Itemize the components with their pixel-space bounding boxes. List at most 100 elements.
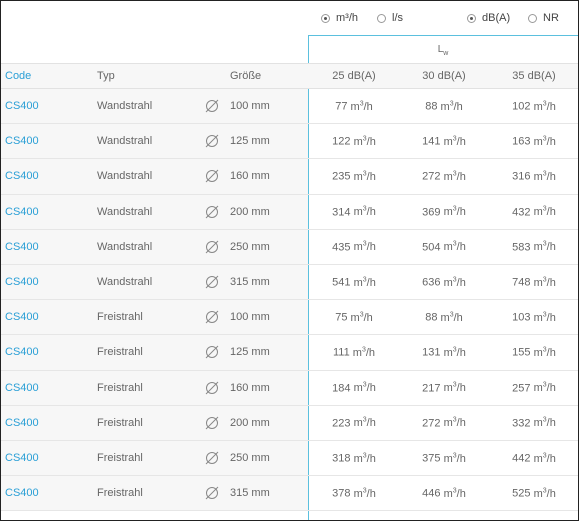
value-35dba: 103	[512, 311, 531, 324]
cell-25dba: 77 m3/h	[309, 100, 399, 113]
unit-label: m3/h	[353, 170, 376, 184]
cell-code[interactable]: CS400	[5, 451, 39, 464]
table-row: CS400 Freistrahl 315 mm 378 m3/h 446 m3/h 525…	[1, 476, 578, 512]
diameter-icon	[205, 381, 219, 394]
diameter-icon	[205, 134, 219, 148]
header-typ: Typ	[97, 70, 115, 82]
value-25dba: 378	[332, 487, 351, 500]
cell-size: 125 mm	[230, 346, 270, 359]
cell-size: 315 mm	[230, 487, 270, 500]
cell-size: 200 mm	[230, 416, 270, 429]
value-30dba: 375	[422, 452, 441, 465]
cell-code[interactable]: CS400	[5, 487, 39, 500]
diameter-icon	[205, 99, 219, 113]
value-35dba: 155	[512, 346, 531, 359]
unit-label: m3/h	[353, 451, 376, 465]
cell-code[interactable]: CS400	[5, 346, 39, 359]
unit-label: m3/h	[443, 170, 466, 184]
unit-label: m3/h	[443, 346, 466, 359]
unit-label: m3/h	[533, 487, 556, 500]
cell-35dba: 103 m3/h	[489, 311, 578, 324]
value-25dba: 314	[332, 206, 351, 219]
level-radio-nr-label: NR	[543, 12, 559, 24]
cell-code[interactable]: CS400	[5, 135, 39, 148]
unit-radio-ls-label: l/s	[392, 12, 403, 24]
cell-25dba: 122 m3/h	[309, 135, 399, 148]
row-left-background	[1, 440, 308, 476]
value-30dba: 88	[425, 100, 438, 113]
cell-code[interactable]: CS400	[5, 275, 39, 288]
unit-label: m3/h	[443, 135, 466, 148]
value-30dba: 131	[422, 346, 441, 359]
cell-code[interactable]: CS400	[5, 381, 39, 394]
level-radio-nr[interactable]: NR	[528, 10, 559, 26]
unit-label: m3/h	[440, 100, 463, 113]
cell-35dba: 432 m3/h	[489, 206, 578, 219]
cell-30dba: 369 m3/h	[399, 206, 489, 219]
table-row: CS400 Freistrahl 250 mm 318 m3/h 375 m3/h 442…	[1, 440, 578, 477]
cell-35dba: 163 m3/h	[489, 135, 578, 148]
value-30dba: 141	[422, 135, 441, 148]
table-row: CS400 Wandstrahl 160 mm 235 m3/h 272 m3/h 316…	[1, 159, 578, 195]
cell-code[interactable]: CS400	[5, 170, 39, 183]
cell-35dba: 748 m3/h	[489, 276, 578, 289]
level-radio-dba[interactable]: dB(A)	[467, 10, 510, 26]
header-35dba: 35 dB(A)	[512, 70, 556, 82]
value-25dba: 541	[332, 276, 351, 289]
cell-code[interactable]: CS400	[5, 100, 39, 112]
cell-30dba: 88 m3/h	[399, 100, 489, 113]
cell-30dba: 636 m3/h	[399, 276, 489, 289]
cell-35dba: 332 m3/h	[489, 417, 578, 430]
cell-size: 315 mm	[230, 275, 270, 288]
cell-35dba: 102 m3/h	[489, 100, 578, 113]
cell-size: 250 mm	[230, 451, 270, 464]
unit-label: m3/h	[533, 311, 556, 324]
value-30dba: 272	[422, 171, 441, 184]
table-body: CS400 Wandstrahl 100 mm 77 m3/h 88 m3/h 102 m…	[1, 89, 578, 512]
header-code[interactable]: Code	[5, 70, 32, 82]
cell-30dba: 141 m3/h	[399, 135, 489, 148]
cell-size: 100 mm	[230, 100, 270, 112]
group-left-border	[308, 35, 309, 520]
table-header: Code Typ Größe 25 dB(A) 30 dB(A) 35 dB(A…	[1, 63, 578, 89]
cell-35dba: 442 m3/h	[489, 452, 578, 465]
unit-label: m3/h	[350, 100, 373, 113]
value-30dba: 504	[422, 241, 441, 254]
cell-size: 100 mm	[230, 311, 270, 324]
cell-code[interactable]: CS400	[5, 416, 39, 429]
row-left-background	[1, 335, 308, 370]
cell-size: 160 mm	[230, 170, 270, 183]
cell-35dba: 257 m3/h	[489, 382, 578, 395]
row-left-background	[1, 159, 308, 194]
cell-code[interactable]: CS400	[5, 311, 39, 324]
header-size: Größe	[230, 70, 262, 82]
cell-25dba: 318 m3/h	[309, 452, 399, 465]
cell-25dba: 75 m3/h	[309, 311, 399, 324]
row-left-background	[1, 476, 308, 511]
cell-size: 200 mm	[230, 205, 270, 218]
cell-code[interactable]: CS400	[5, 240, 39, 253]
value-35dba: 163	[512, 135, 531, 148]
value-25dba: 122	[332, 135, 351, 148]
row-left-background	[1, 124, 308, 159]
cell-typ: Wandstrahl	[97, 240, 153, 253]
unit-label: m3/h	[533, 240, 556, 254]
table-row: CS400 Wandstrahl 100 mm 77 m3/h 88 m3/h 102 m…	[1, 89, 578, 125]
cell-typ: Wandstrahl	[97, 205, 153, 218]
unit-label: m3/h	[443, 205, 466, 219]
cell-35dba: 316 m3/h	[489, 170, 578, 183]
cell-typ: Freistrahl	[97, 487, 143, 500]
cell-code[interactable]: CS400	[5, 205, 39, 218]
unit-radio-m3h[interactable]: m³/h	[321, 10, 358, 26]
row-left-background	[1, 194, 308, 229]
value-35dba: 583	[512, 241, 531, 254]
table-row: CS400 Wandstrahl 200 mm 314 m3/h 369 m3/h 432…	[1, 194, 578, 230]
unit-radio-ls[interactable]: l/s	[377, 10, 403, 26]
cell-25dba: 111 m3/h	[309, 346, 399, 359]
unit-label: m3/h	[533, 100, 556, 113]
table-row: CS400 Freistrahl 200 mm 223 m3/h 272 m3/h 332…	[1, 405, 578, 441]
unit-label: m3/h	[353, 487, 376, 500]
table-row: CS400 Freistrahl 100 mm 75 m3/h 88 m3/h 103 m…	[1, 300, 578, 336]
cell-35dba: 583 m3/h	[489, 240, 578, 254]
unit-label: m3/h	[350, 311, 373, 324]
